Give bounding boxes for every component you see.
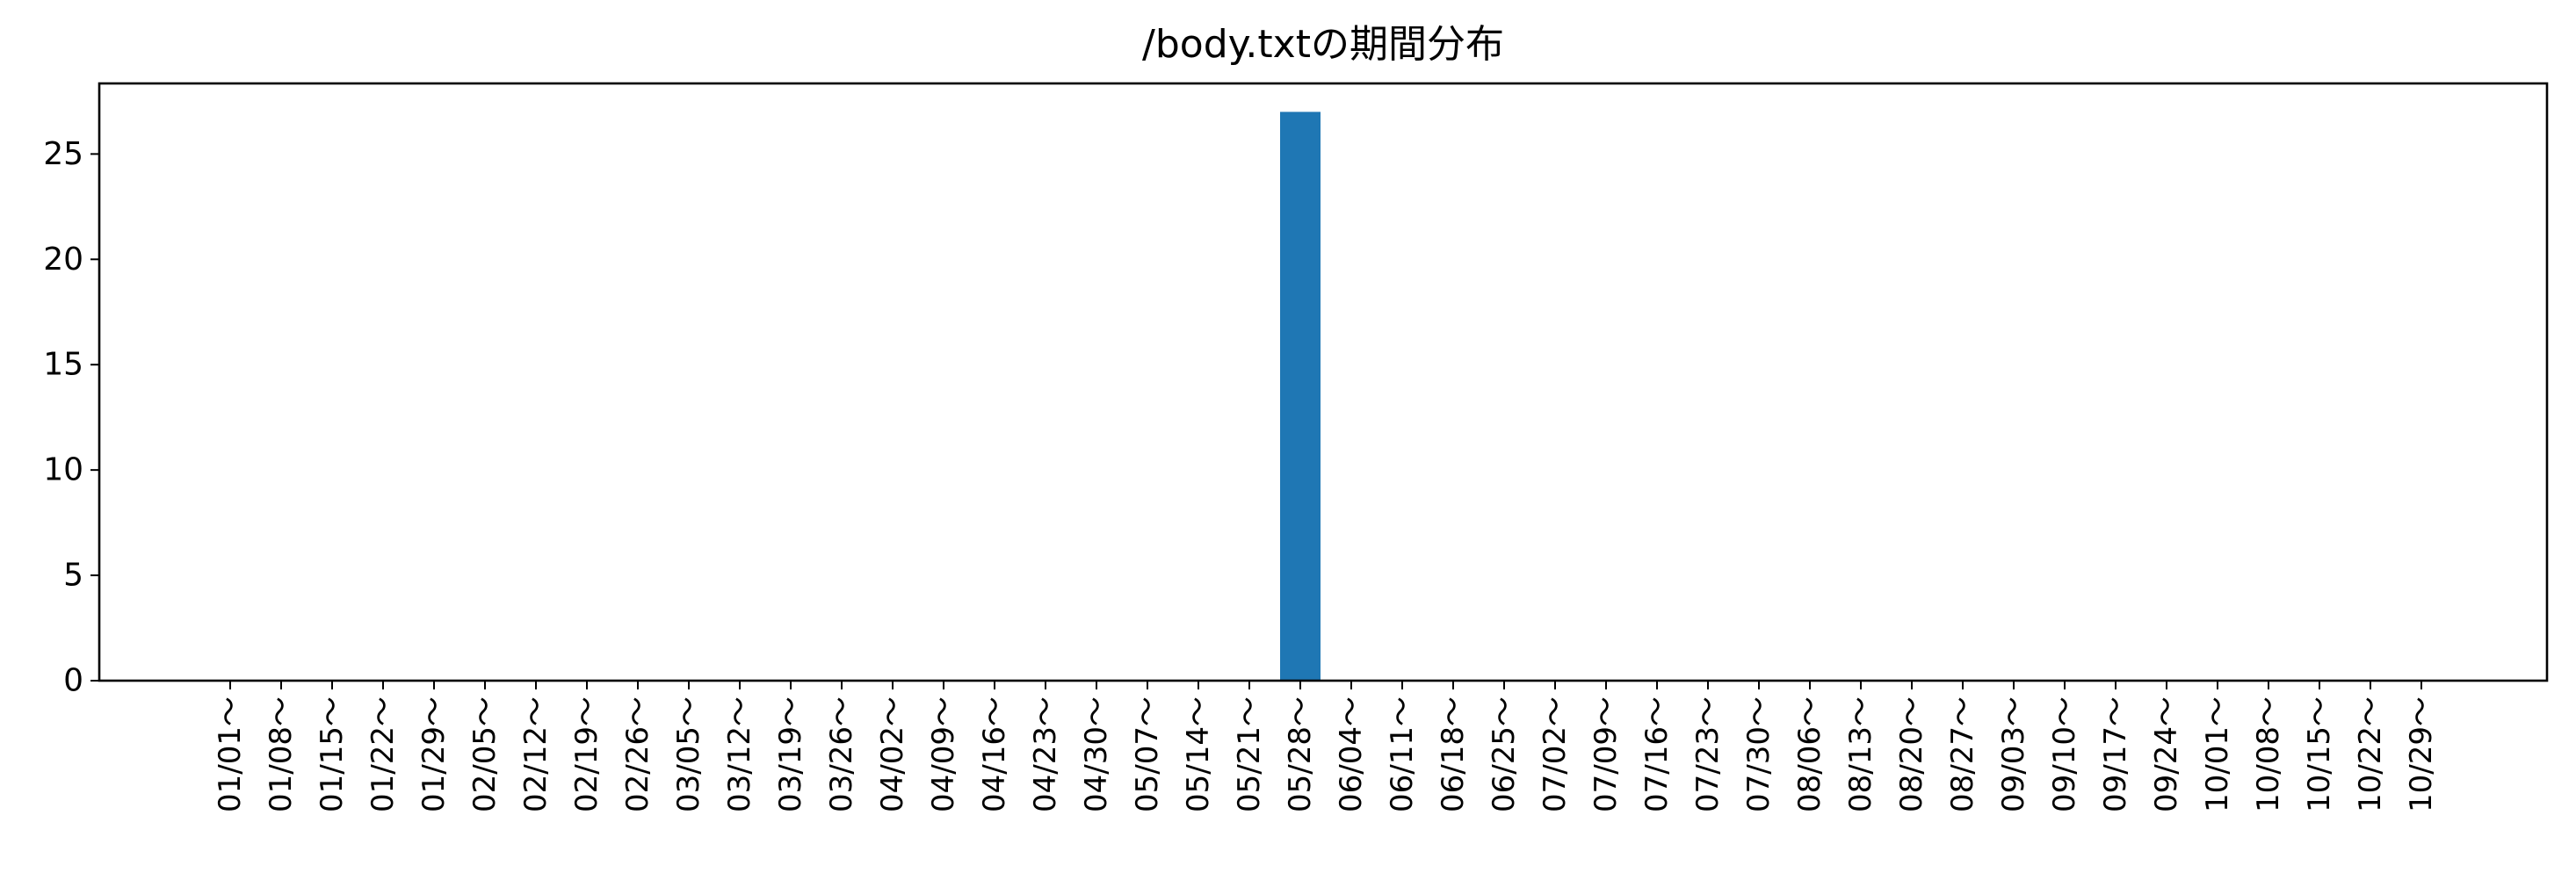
x-tick-label: 08/13～ [1843,696,1878,812]
x-tick-label: 02/26～ [620,696,655,812]
y-tick-label: 25 [43,136,83,172]
x-tick-label: 06/04～ [1334,696,1369,812]
y-tick-label: 20 [43,242,83,278]
x-tick-label: 04/30～ [1079,696,1114,812]
x-tick-label: 08/20～ [1894,696,1929,812]
x-tick-label: 01/08～ [264,696,299,812]
x-tick-label: 03/12～ [722,696,757,812]
y-tick-label: 0 [63,663,83,699]
x-tick-label: 01/22～ [365,696,401,812]
x-tick-label: 07/09～ [1588,696,1624,812]
x-tick-label: 02/05～ [467,696,503,812]
x-tick-label: 09/24～ [2149,696,2184,812]
x-tick-label: 01/29～ [416,696,452,812]
x-tick-label: 09/17～ [2098,696,2133,812]
bar [1280,112,1321,681]
x-tick-label: 10/29～ [2404,696,2439,812]
x-tick-label: 05/28～ [1283,696,1318,812]
x-tick-label: 04/09～ [926,696,961,812]
x-tick-label: 02/19～ [569,696,604,812]
x-tick-label: 01/15～ [315,696,350,812]
x-tick-label: 04/02～ [875,696,910,812]
x-tick-label: 03/26～ [824,696,859,812]
axes-frame [98,82,2549,682]
x-tick-label: 06/18～ [1436,696,1471,812]
x-tick-label: 06/25～ [1487,696,1522,812]
bars-layer [1280,112,1321,681]
ticks-layer: 01/01～ 01/08～ 01/15～ 01/22～ 01/29～ 02/05～ 02/1… [43,136,2439,812]
x-tick-label: 05/21～ [1232,696,1267,812]
x-tick-label: 08/27～ [1945,696,1980,812]
x-tick-label: 10/08～ [2251,696,2286,812]
x-tick-label: 04/16～ [977,696,1012,812]
x-tick-label: 04/23～ [1028,696,1063,812]
x-tick-label: 07/02～ [1538,696,1573,812]
x-tick-label: 07/23～ [1690,696,1726,812]
x-tick-label: 03/19～ [773,696,808,812]
x-tick-label: 05/07～ [1130,696,1165,812]
x-tick-label: 06/11～ [1385,696,1420,812]
y-tick-label: 10 [43,452,83,488]
chart-title: /body.txtの期間分布 [1142,22,1504,67]
x-tick-label: 07/16～ [1639,696,1675,812]
x-tick-label: 09/03～ [1996,696,2031,812]
x-tick-label: 09/10～ [2047,696,2082,812]
y-tick-label: 5 [63,558,83,594]
x-tick-label: 03/05～ [671,696,706,812]
y-tick-label: 15 [43,347,83,383]
x-tick-label: 05/14～ [1181,696,1216,812]
x-tick-label: 10/15～ [2302,696,2337,812]
x-tick-label: 08/06～ [1792,696,1827,812]
x-tick-label: 10/01～ [2200,696,2235,812]
x-tick-label: 07/30～ [1741,696,1776,812]
x-tick-label: 02/12～ [518,696,554,812]
x-tick-label: 10/22～ [2353,696,2388,812]
x-tick-label: 01/01～ [213,696,248,812]
